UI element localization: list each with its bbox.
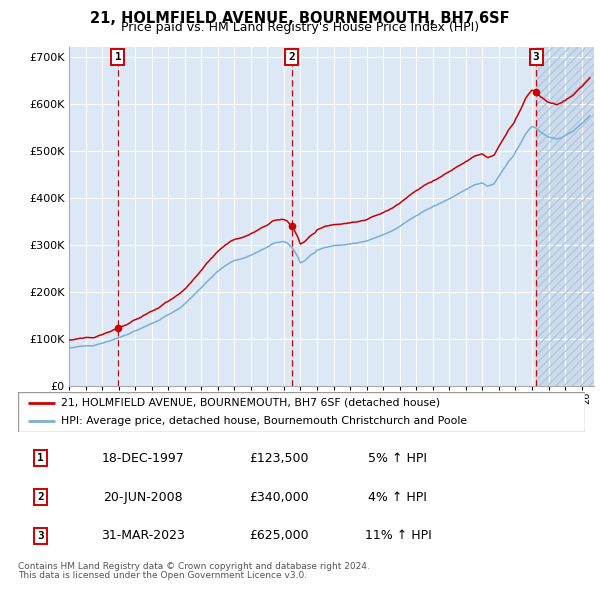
Text: Price paid vs. HM Land Registry's House Price Index (HPI): Price paid vs. HM Land Registry's House … xyxy=(121,21,479,34)
Text: 2: 2 xyxy=(289,51,295,61)
Text: 11% ↑ HPI: 11% ↑ HPI xyxy=(365,529,431,542)
Text: 21, HOLMFIELD AVENUE, BOURNEMOUTH, BH7 6SF: 21, HOLMFIELD AVENUE, BOURNEMOUTH, BH7 6… xyxy=(90,11,510,25)
Text: 3: 3 xyxy=(533,51,539,61)
Text: Contains HM Land Registry data © Crown copyright and database right 2024.: Contains HM Land Registry data © Crown c… xyxy=(18,562,370,571)
Text: 31-MAR-2023: 31-MAR-2023 xyxy=(101,529,185,542)
Text: 1: 1 xyxy=(37,453,44,463)
Text: £625,000: £625,000 xyxy=(249,529,308,542)
Text: This data is licensed under the Open Government Licence v3.0.: This data is licensed under the Open Gov… xyxy=(18,571,307,580)
Text: 5% ↑ HPI: 5% ↑ HPI xyxy=(368,452,427,465)
Text: 21, HOLMFIELD AVENUE, BOURNEMOUTH, BH7 6SF (detached house): 21, HOLMFIELD AVENUE, BOURNEMOUTH, BH7 6… xyxy=(61,398,440,408)
Text: 18-DEC-1997: 18-DEC-1997 xyxy=(101,452,184,465)
Text: 20-JUN-2008: 20-JUN-2008 xyxy=(103,490,182,504)
Text: £123,500: £123,500 xyxy=(249,452,308,465)
Text: 3: 3 xyxy=(37,531,44,541)
Text: 1: 1 xyxy=(115,51,121,61)
Bar xyxy=(536,47,594,386)
Text: 2: 2 xyxy=(37,492,44,502)
Text: HPI: Average price, detached house, Bournemouth Christchurch and Poole: HPI: Average price, detached house, Bour… xyxy=(61,416,467,426)
Text: £340,000: £340,000 xyxy=(249,490,308,504)
Bar xyxy=(536,47,594,386)
Text: 4% ↑ HPI: 4% ↑ HPI xyxy=(368,490,427,504)
